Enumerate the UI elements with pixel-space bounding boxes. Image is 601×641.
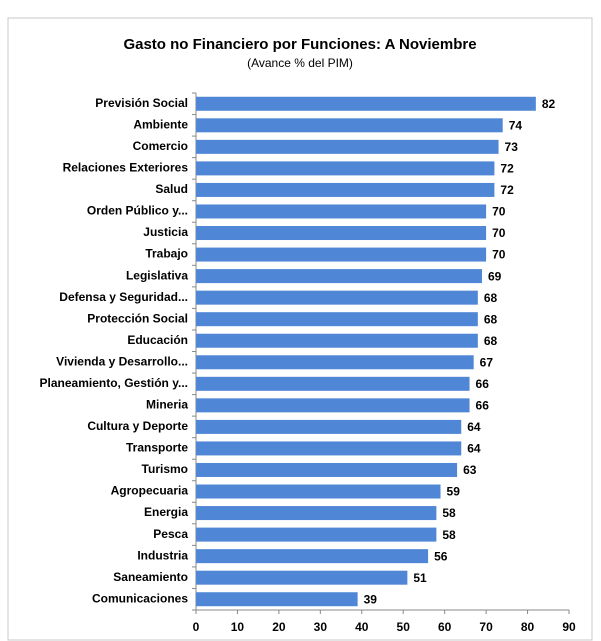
y-tick-label: Vivienda y Desarrollo... [56, 354, 188, 368]
value-label: 72 [500, 183, 514, 197]
y-tick-label: Trabajo [145, 247, 188, 261]
bar [196, 204, 487, 219]
value-label: 70 [492, 248, 506, 262]
value-label: 58 [442, 506, 456, 520]
y-tick-label: Educación [127, 333, 188, 347]
value-label: 67 [480, 355, 494, 369]
y-tick-label: Ambiente [133, 117, 188, 131]
y-tick-label: Justicia [143, 225, 188, 239]
bar [196, 247, 487, 262]
value-label: 58 [442, 528, 456, 542]
value-label: 68 [484, 334, 498, 348]
y-tick-label: Saneamiento [113, 570, 188, 584]
value-label: 66 [476, 399, 490, 413]
y-tick-label: Legislativa [126, 268, 188, 282]
bar [196, 419, 462, 434]
y-tick-label: Planeamiento, Gestión y... [40, 376, 188, 390]
value-label: 63 [463, 463, 477, 477]
bar [196, 592, 358, 607]
x-tick-label: 50 [397, 620, 411, 634]
x-tick-label: 40 [355, 620, 369, 634]
value-label: 82 [542, 97, 556, 111]
bar [196, 527, 437, 542]
x-tick-label: 90 [562, 620, 576, 634]
chart-title: Gasto no Financiero por Funciones: A Nov… [123, 36, 476, 53]
y-tick-label: Cultura y Deporte [87, 419, 188, 433]
value-label: 70 [492, 205, 506, 219]
bar [196, 549, 429, 564]
value-label: 68 [484, 291, 498, 305]
bar [196, 398, 470, 413]
bar [196, 441, 462, 456]
chart-border [7, 17, 593, 641]
y-tick-label: Salud [155, 182, 188, 196]
y-tick-label: Energia [144, 505, 188, 519]
bar [196, 462, 458, 477]
bar [196, 333, 478, 348]
value-label: 59 [447, 485, 461, 499]
bar [196, 161, 495, 176]
y-tick-label: Comercio [133, 139, 188, 153]
y-tick-label: Protección Social [87, 311, 188, 325]
y-tick-label: Relaciones Exteriores [63, 161, 189, 175]
x-tick-label: 80 [521, 620, 535, 634]
bar [196, 506, 437, 521]
bar [196, 484, 441, 499]
y-tick-label: Orden Público y... [87, 204, 188, 218]
bar [196, 355, 474, 370]
bar [196, 312, 478, 327]
y-tick-label: Defensa y Seguridad... [59, 290, 188, 304]
x-tick-label: 10 [231, 620, 245, 634]
bar [196, 269, 482, 284]
x-tick-label: 0 [193, 620, 200, 634]
y-tick-label: Mineria [146, 398, 188, 412]
value-label: 68 [484, 312, 498, 326]
bar [196, 290, 478, 305]
bar [196, 182, 495, 197]
value-label: 39 [364, 592, 378, 606]
value-label: 73 [505, 140, 519, 154]
bar [196, 96, 536, 111]
value-label: 64 [467, 420, 481, 434]
chart-subtitle: (Avance % del PIM) [247, 56, 353, 70]
value-label: 51 [413, 571, 427, 585]
value-label: 66 [476, 377, 490, 391]
bar [196, 139, 499, 154]
value-label: 69 [488, 269, 502, 283]
x-tick-label: 20 [272, 620, 286, 634]
value-label: 72 [500, 162, 514, 176]
bar [196, 226, 487, 241]
x-tick-label: 60 [438, 620, 452, 634]
y-tick-label: Comunicaciones [92, 591, 188, 605]
bar [196, 376, 470, 391]
y-tick-label: Previsión Social [95, 96, 188, 110]
y-tick-label: Agropecuaria [111, 484, 189, 498]
x-tick-label: 70 [479, 620, 493, 634]
y-tick-label: Industria [137, 548, 188, 562]
y-tick-label: Turismo [142, 462, 188, 476]
x-tick-label: 30 [314, 620, 328, 634]
value-label: 74 [509, 118, 523, 132]
y-tick-label: Pesca [153, 527, 188, 541]
value-label: 64 [467, 442, 481, 456]
bar [196, 118, 503, 133]
y-tick-label: Transporte [126, 441, 188, 455]
value-label: 70 [492, 226, 506, 240]
bar [196, 570, 408, 585]
value-label: 56 [434, 549, 448, 563]
